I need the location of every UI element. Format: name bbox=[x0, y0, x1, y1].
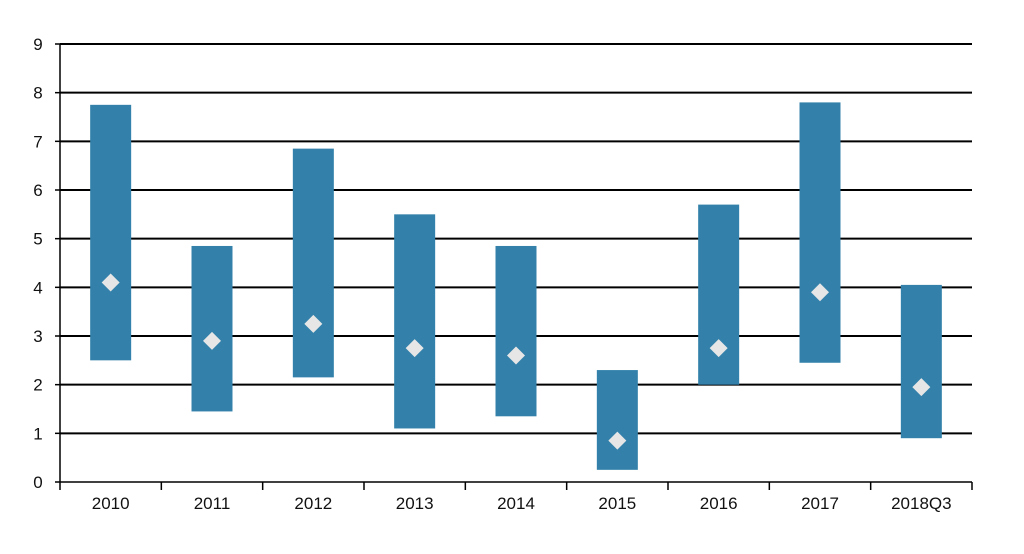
range-bar-2011 bbox=[191, 245, 233, 412]
diamond-marker-2018Q3 bbox=[912, 378, 931, 397]
y-tick-label: 6 bbox=[33, 181, 42, 200]
x-tick-label: 2011 bbox=[194, 494, 231, 513]
diamond-marker-2016 bbox=[709, 339, 728, 358]
x-tick-label: 2010 bbox=[92, 494, 130, 513]
y-tick-label: 4 bbox=[33, 278, 42, 297]
y-tick-label: 8 bbox=[33, 84, 42, 103]
diamond-marker-2012 bbox=[304, 314, 323, 333]
axes bbox=[55, 43, 973, 490]
range-bar-2018Q3 bbox=[900, 284, 942, 439]
y-tick-label: 3 bbox=[33, 327, 42, 346]
x-tick-label: 2013 bbox=[396, 494, 434, 513]
range-bar-2010 bbox=[90, 104, 132, 361]
diamond-marker-2014 bbox=[507, 346, 525, 365]
y-tick-label: 2 bbox=[33, 376, 42, 395]
y-tick-label: 5 bbox=[33, 230, 42, 249]
range-bar-2016 bbox=[698, 204, 740, 385]
tick-labels: 0 1 2 3 4 5 6 7 8 9 2010 2011 2012 2013 2014 2015 2016 20… bbox=[33, 35, 951, 513]
diamond-marker-2017 bbox=[811, 283, 829, 302]
y-tick-label: 9 bbox=[33, 35, 42, 54]
range-bar-2017 bbox=[799, 102, 841, 363]
range-bar-2014 bbox=[495, 245, 537, 417]
diamond-marker-2010 bbox=[101, 273, 120, 292]
y-tick-label: 0 bbox=[33, 473, 42, 492]
range-bar-2015 bbox=[596, 370, 638, 470]
x-tick-label: 2016 bbox=[700, 494, 738, 513]
diamond-marker-2013 bbox=[405, 339, 424, 358]
diamond-marker-2011 bbox=[203, 331, 221, 350]
range-bar-2013 bbox=[394, 214, 436, 429]
x-tick-label: 2012 bbox=[294, 494, 332, 513]
x-tick-label: 2015 bbox=[598, 494, 636, 513]
diamond-marker-2015 bbox=[608, 431, 627, 450]
x-tick-label: 2014 bbox=[497, 494, 535, 513]
range-bars bbox=[90, 102, 942, 470]
markers bbox=[101, 273, 931, 450]
y-tick-label: 1 bbox=[33, 424, 42, 443]
y-tick-label: 7 bbox=[33, 132, 42, 151]
x-tick-label: 2018Q3 bbox=[891, 494, 952, 513]
range-bar-2012 bbox=[292, 148, 334, 378]
x-tick-label: 2017 bbox=[801, 494, 839, 513]
